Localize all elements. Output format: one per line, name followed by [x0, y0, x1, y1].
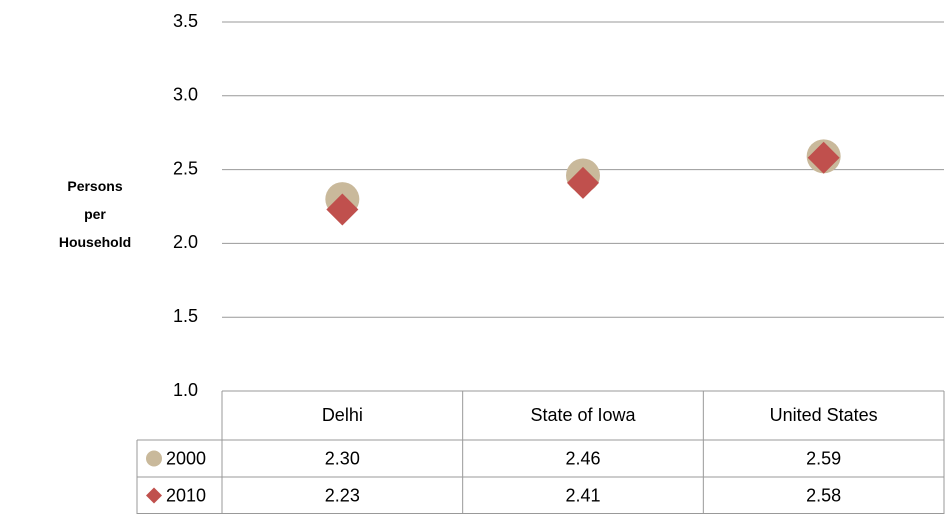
y-tick-label: 2.5: [173, 158, 198, 178]
table-value: 2.23: [325, 485, 360, 505]
table-value: 2.59: [806, 448, 841, 468]
legend-marker: [146, 450, 162, 467]
y-tick-label: 1.5: [173, 306, 198, 326]
table-value: 2.30: [325, 448, 360, 468]
y-tick-label: 3.5: [173, 11, 198, 31]
y-tick-label: 3.0: [173, 85, 198, 105]
y-tick-label: 1.0: [173, 380, 198, 400]
category-label: State of Iowa: [530, 405, 636, 425]
table-value: 2.46: [565, 448, 600, 468]
legend-label: 2010: [166, 485, 206, 505]
category-label: Delhi: [322, 405, 363, 425]
y-axis-label: Persons per Household: [58, 178, 132, 250]
legend-label: 2000: [166, 448, 206, 468]
data-point: [807, 141, 840, 174]
table-value: 2.41: [565, 485, 600, 505]
legend-marker: [146, 487, 162, 504]
y-axis-label-box: Persons per Household: [30, 172, 160, 256]
table-value: 2.58: [806, 485, 841, 505]
y-tick-label: 2.0: [173, 232, 198, 252]
data-point: [567, 166, 599, 199]
data-point: [326, 193, 359, 226]
category-label: United States: [770, 405, 878, 425]
